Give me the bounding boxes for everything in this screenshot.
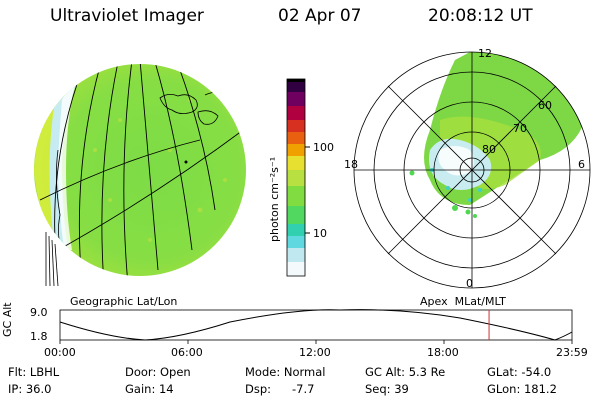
- seq-info: Seq: 39: [365, 382, 409, 396]
- timeline-xtick-0600: 06:00: [171, 346, 203, 359]
- mlat-label-70: 70: [513, 122, 527, 135]
- ip-info: IP: 36.0: [8, 382, 52, 396]
- mlt-label-0: 0: [466, 277, 473, 290]
- geographic-disk: [34, 64, 246, 287]
- polar-plot: [353, 51, 591, 289]
- filter-info: Flt: LBHL: [8, 365, 60, 379]
- timeline-xtick-2359: 23:59: [556, 346, 588, 359]
- mlat-label-60: 60: [538, 99, 552, 112]
- glon-info: GLon: 181.2: [487, 382, 557, 396]
- colorbar-tick-100: 100: [313, 141, 334, 154]
- mlt-label-6: 6: [578, 158, 585, 171]
- instrument-title: Ultraviolet Imager: [50, 6, 204, 26]
- timeline-xtick-1800: 18:00: [427, 346, 459, 359]
- apex-caption: Apex MLat/MLT: [420, 295, 506, 308]
- timeline-ylabel: GC Alt: [1, 302, 14, 337]
- timeline-xtick-1200: 12:00: [299, 346, 331, 359]
- altitude-timeline: [59, 309, 573, 344]
- time-label: 20:08:12 UT: [428, 6, 533, 26]
- mlt-label-18: 18: [344, 158, 358, 171]
- gain-info: Gain: 14: [125, 382, 174, 396]
- colorbar-unit-label: photon cm⁻²s⁻¹: [268, 156, 281, 242]
- dsp-value: -7.7: [292, 382, 315, 396]
- geographic-caption: Geographic Lat/Lon: [70, 295, 178, 308]
- mode-info: Mode: Normal: [245, 365, 326, 379]
- timeline-xtick-0000: 00:00: [44, 346, 76, 359]
- colorbar-tick-10: 10: [313, 227, 327, 240]
- glat-info: GLat: -54.0: [487, 365, 552, 379]
- colorbar: [286, 78, 310, 277]
- mlat-label-80: 80: [482, 143, 496, 156]
- timeline-ytick-max: 9.0: [30, 306, 48, 319]
- door-info: Door: Open: [125, 365, 191, 379]
- timeline-ytick-min: 1.8: [30, 330, 48, 343]
- mlt-label-12: 12: [478, 47, 492, 60]
- gc-alt-info: GC Alt: 5.3 Re: [365, 365, 446, 379]
- date-label: 02 Apr 07: [278, 6, 362, 26]
- dsp-label: Dsp:: [245, 382, 272, 396]
